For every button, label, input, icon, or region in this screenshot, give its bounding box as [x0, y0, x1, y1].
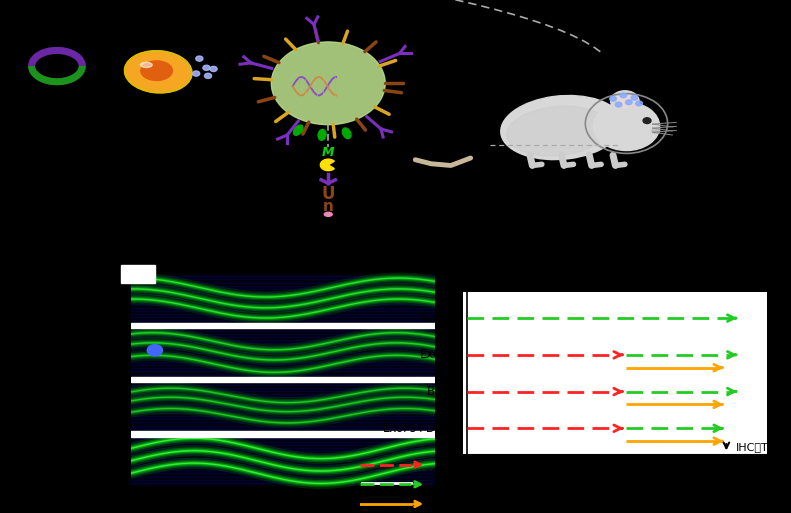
Circle shape	[593, 102, 660, 150]
Circle shape	[636, 101, 642, 106]
Bar	[131, 323, 435, 328]
Circle shape	[615, 102, 622, 107]
Circle shape	[626, 100, 632, 105]
Ellipse shape	[343, 128, 351, 139]
Circle shape	[616, 95, 634, 107]
Ellipse shape	[501, 95, 623, 160]
Text: U: U	[321, 185, 335, 203]
Text: Naive: Naive	[420, 311, 454, 325]
Ellipse shape	[652, 129, 660, 133]
Bar	[131, 383, 435, 431]
Circle shape	[631, 95, 638, 100]
Circle shape	[204, 73, 212, 78]
Bar	[131, 377, 435, 383]
Text: n: n	[323, 199, 334, 214]
Text: Normal chow (NC): Normal chow (NC)	[437, 479, 538, 489]
Wedge shape	[320, 159, 335, 171]
Circle shape	[610, 96, 616, 101]
Bar	[131, 431, 435, 437]
Text: Bryo: Bryo	[426, 385, 454, 398]
Text: Treatment: Treatment	[437, 499, 494, 509]
Text: ExoPs+Bryo: ExoPs+Bryo	[383, 422, 454, 435]
Bar	[131, 328, 435, 377]
Circle shape	[611, 91, 639, 111]
Ellipse shape	[141, 63, 153, 68]
Circle shape	[210, 66, 218, 71]
Ellipse shape	[293, 125, 303, 135]
Bar	[131, 274, 435, 323]
Circle shape	[202, 65, 210, 70]
Ellipse shape	[324, 212, 332, 216]
Ellipse shape	[318, 129, 326, 140]
Text: IHC、TEM、q-PCR: IHC、TEM、q-PCR	[736, 444, 791, 453]
Circle shape	[193, 71, 200, 76]
Ellipse shape	[141, 61, 172, 81]
Text: (Weeks): (Weeks)	[770, 446, 791, 456]
Circle shape	[196, 56, 203, 61]
Circle shape	[147, 345, 162, 356]
Bar	[131, 437, 435, 485]
Text: Cuprizone (CPZ): Cuprizone (CPZ)	[437, 460, 528, 469]
Bar	[121, 265, 155, 283]
Circle shape	[620, 93, 626, 98]
Circle shape	[643, 118, 651, 124]
Text: M: M	[322, 146, 335, 159]
Ellipse shape	[125, 51, 191, 93]
Text: ExoPs: ExoPs	[420, 348, 454, 361]
Circle shape	[271, 42, 385, 125]
Ellipse shape	[507, 106, 608, 156]
